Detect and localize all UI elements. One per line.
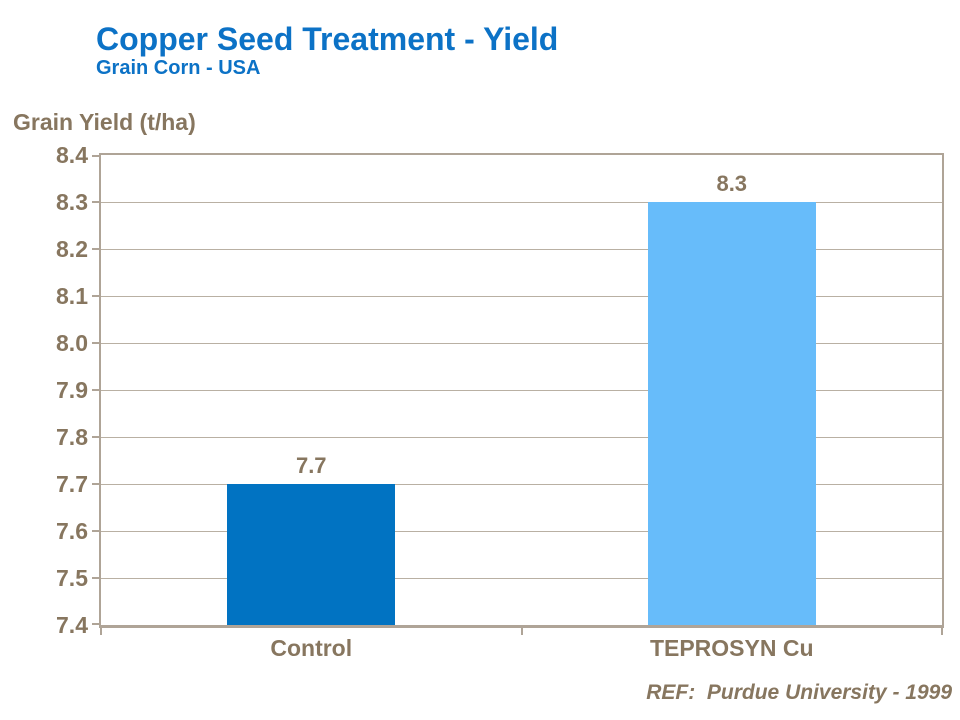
gridline xyxy=(101,484,942,485)
category-label-control: Control xyxy=(270,635,353,661)
y-tick-label: 7.6 xyxy=(56,518,88,544)
y-tick-label: 7.8 xyxy=(56,424,88,450)
y-axis-tick xyxy=(92,530,100,532)
y-axis-tick xyxy=(92,201,100,203)
gridline xyxy=(101,531,942,532)
plot-area xyxy=(92,153,944,628)
y-tick-label: 7.5 xyxy=(56,565,88,591)
gridline xyxy=(101,202,942,203)
y-axis-tick xyxy=(92,436,100,438)
y-axis-tick xyxy=(92,295,100,297)
gridline xyxy=(101,343,942,344)
gridline xyxy=(101,578,942,579)
y-axis-tick xyxy=(92,623,100,625)
category-label-teprosyn-cu: TEPROSYN Cu xyxy=(649,635,814,661)
gridline xyxy=(101,249,942,250)
value-label-teprosyn-cu: 8.3 xyxy=(716,171,748,196)
y-axis-tick xyxy=(92,483,100,485)
y-tick-label: 8.3 xyxy=(56,189,88,215)
y-tick-label: 8.0 xyxy=(56,330,88,356)
y-axis-tick xyxy=(92,248,100,250)
y-axis-tick xyxy=(92,577,100,579)
y-tick-label: 8.4 xyxy=(56,142,88,168)
gridline xyxy=(101,437,942,438)
x-axis-tick xyxy=(520,628,523,635)
y-tick-label: 7.9 xyxy=(56,377,88,403)
gridline xyxy=(101,390,942,391)
x-axis-tick xyxy=(100,628,102,635)
bar-control xyxy=(227,484,396,625)
reference-text: REF: Purdue University - 1999 xyxy=(646,681,952,704)
y-tick-label: 7.7 xyxy=(56,471,88,497)
page-subtitle: Grain Corn - USA xyxy=(96,57,261,79)
y-axis-tick xyxy=(92,342,100,344)
x-axis-tick xyxy=(941,628,943,635)
y-tick-label: 7.4 xyxy=(56,612,88,638)
y-tick-label: 8.2 xyxy=(56,236,88,262)
bar-teprosyn-cu xyxy=(647,202,816,625)
page-title: Copper Seed Treatment - Yield xyxy=(96,21,559,57)
y-tick-label: 8.1 xyxy=(56,283,88,309)
y-axis-title: Grain Yield (t/ha) xyxy=(13,109,196,135)
value-label-control: 7.7 xyxy=(295,453,327,478)
y-axis-tick xyxy=(92,155,100,157)
gridline xyxy=(101,296,942,297)
y-axis-tick xyxy=(92,389,100,391)
